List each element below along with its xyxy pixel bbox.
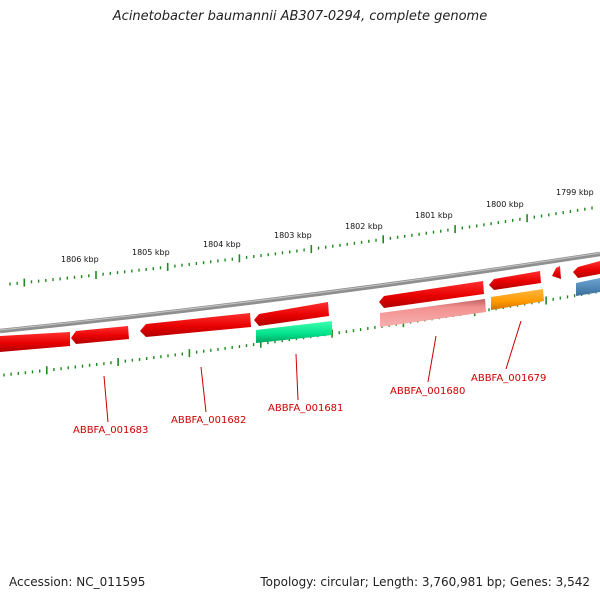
gene-arrow-small[interactable] (552, 266, 561, 279)
gene-label-001681[interactable]: ABBFA_001681 (268, 403, 343, 414)
gene-arrow-edge-blue[interactable] (576, 278, 600, 296)
kbp-label: 1806 kbp (61, 255, 99, 264)
kbp-label: 1805 kbp (132, 248, 170, 257)
leader-lines (103, 320, 522, 423)
gene-arrow-001679-orange[interactable] (491, 289, 544, 310)
map-title: Acinetobacter baumannii AB307-0294, comp… (112, 9, 488, 24)
gene-label-001682[interactable]: ABBFA_001682 (171, 415, 246, 426)
gene-arrow-001680[interactable] (379, 281, 484, 308)
gene-arrow-001681[interactable] (254, 302, 329, 326)
kbp-label: 1801 kbp (415, 211, 453, 220)
kbp-label: 1803 kbp (274, 231, 312, 240)
kbp-label: 1799 kbp (556, 188, 594, 197)
genome-summary-text: Topology: circular; Length: 3,760,981 bp… (260, 575, 590, 589)
gene-arrow-edge[interactable] (573, 261, 600, 278)
gene-arrow-001681-rna[interactable] (256, 321, 332, 343)
upper-tick-row (9, 206, 593, 287)
kbp-label: 1802 kbp (345, 222, 383, 231)
gene-arrow-001683[interactable] (0, 332, 70, 352)
accession-text: Accession: NC_011595 (9, 575, 146, 589)
kbp-label: 1804 kbp (203, 240, 241, 249)
kbp-label: 1800 kbp (486, 200, 524, 209)
gene-arrow-001679[interactable] (489, 271, 541, 290)
gene-arrow-001680-pseudo[interactable] (380, 299, 486, 327)
genome-backbone (0, 251, 600, 334)
gene-label-001680[interactable]: ABBFA_001680 (390, 386, 465, 397)
gene-label-001679[interactable]: ABBFA_001679 (471, 373, 546, 384)
gene-label-001683[interactable]: ABBFA_001683 (73, 425, 148, 436)
gene-arrow-001683b[interactable] (71, 326, 129, 344)
gene-arrow-001682[interactable] (140, 313, 251, 337)
genome-backbone-highlight (0, 252, 600, 331)
